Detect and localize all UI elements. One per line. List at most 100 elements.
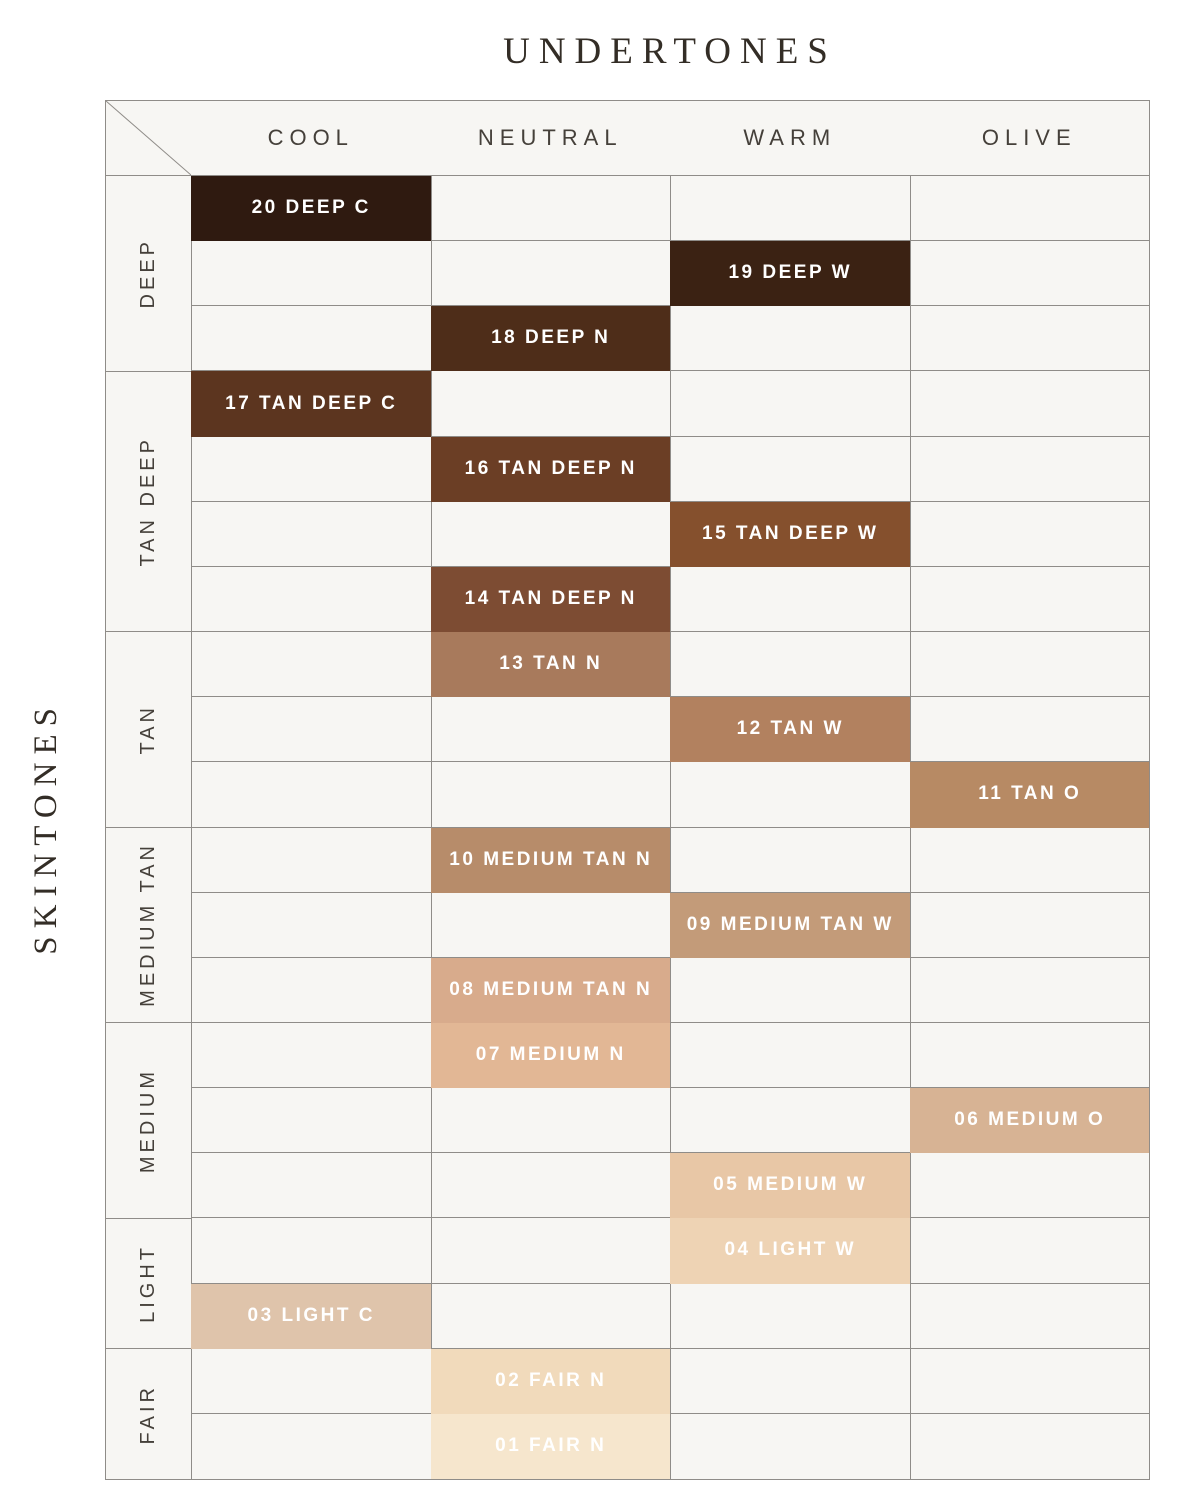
shade-cell: 16 TAN DEEP N (430, 436, 670, 502)
empty-cell (191, 1022, 431, 1089)
empty-cell (670, 436, 910, 502)
shade-label: 13 TAN N (499, 653, 603, 675)
column-headers: COOL NEUTRAL WARM OLIVE (191, 101, 1149, 175)
empty-cell (191, 1348, 431, 1414)
empty-cell (430, 371, 670, 437)
empty-cell (191, 306, 431, 372)
empty-cell (191, 827, 431, 893)
shade-label: 12 TAN W (736, 718, 844, 740)
empty-cell (430, 697, 670, 763)
empty-cell (909, 697, 1149, 763)
empty-cell (670, 827, 910, 893)
shade-cell: 01 FAIR N (430, 1413, 670, 1479)
row-group-label-tan: TAN (106, 632, 191, 828)
empty-cell (909, 1413, 1150, 1479)
empty-cell (909, 306, 1149, 372)
empty-cell (670, 306, 910, 372)
shade-label: 18 DEEP N (491, 327, 611, 349)
empty-cell (670, 632, 910, 698)
row-group-label-medium-tan: MEDIUM TAN (106, 828, 191, 1024)
empty-cell (909, 827, 1149, 893)
header-row: COOL NEUTRAL WARM OLIVE (106, 101, 1149, 176)
shade-label: 19 DEEP W (728, 262, 853, 284)
row-group-text: MEDIUM TAN (137, 842, 159, 1008)
shade-label: 07 MEDIUM N (475, 1044, 626, 1066)
row-group-text: DEEP (137, 238, 159, 309)
shade-cell: 03 LIGHT C (191, 1283, 431, 1349)
empty-cell (191, 501, 431, 567)
column-header-neutral: NEUTRAL (477, 125, 623, 150)
empty-cell (909, 371, 1149, 437)
empty-cell (191, 1218, 431, 1284)
empty-cell (670, 566, 910, 633)
shade-cell: 10 MEDIUM TAN N (430, 827, 670, 893)
empty-cell (670, 762, 910, 828)
empty-cell (191, 892, 431, 958)
empty-cell (430, 1153, 670, 1219)
shade-cell: 08 MEDIUM TAN N (430, 957, 670, 1023)
shade-label: 03 LIGHT C (247, 1304, 375, 1326)
empty-cell (191, 697, 431, 763)
shade-label: 17 TAN DEEP C (225, 392, 398, 414)
empty-cell (430, 501, 670, 567)
shade-label: 06 MEDIUM O (954, 1109, 1106, 1131)
empty-cell (191, 632, 431, 698)
empty-cell (191, 1153, 431, 1219)
undertones-axis-title: UNDERTONES (503, 31, 837, 72)
shade-cell: 09 MEDIUM TAN W (670, 892, 910, 958)
empty-cell (909, 501, 1149, 567)
shade-label: 11 TAN O (978, 783, 1082, 805)
row-group-text: MEDIUM (137, 1067, 159, 1173)
empty-cell (191, 566, 431, 633)
shade-cell: 04 LIGHT W (670, 1218, 910, 1284)
shade-label: 08 MEDIUM TAN N (449, 978, 653, 1000)
empty-cell (191, 1088, 431, 1154)
row-group-labels: DEEP TAN DEEP TAN MEDIUM TAN MEDIUM LIGHT FAIR (106, 176, 191, 1479)
shade-cell: 12 TAN W (670, 697, 910, 763)
shade-cell: 19 DEEP W (670, 241, 910, 307)
empty-cell (909, 632, 1149, 698)
empty-cell (670, 371, 910, 437)
empty-cell (430, 1218, 670, 1284)
column-header-warm: WARM (743, 125, 837, 150)
shade-label: 16 TAN DEEP N (464, 457, 637, 479)
empty-cell (670, 1088, 910, 1154)
empty-cell (909, 241, 1149, 307)
empty-cell (430, 1283, 670, 1349)
shade-label: 20 DEEP C (251, 197, 371, 219)
empty-cell (191, 241, 431, 307)
row-group-label-tan-deep: TAN DEEP (106, 372, 191, 632)
empty-cell (670, 1413, 910, 1479)
empty-cell (191, 436, 431, 502)
row-group-label-fair: FAIR (106, 1349, 191, 1479)
corner-cell (106, 101, 191, 175)
shade-cell: 13 TAN N (430, 632, 670, 698)
shade-label: 14 TAN DEEP N (464, 587, 637, 609)
shade-cell: 15 TAN DEEP W (670, 501, 910, 567)
shade-label: 10 MEDIUM TAN N (449, 848, 653, 870)
empty-cell (430, 241, 670, 307)
empty-cell (430, 1088, 670, 1154)
empty-cell (909, 176, 1149, 242)
empty-cell (670, 1348, 910, 1414)
shade-cell: 20 DEEP C (191, 176, 431, 242)
shade-label: 05 MEDIUM W (713, 1174, 868, 1196)
empty-cell (909, 957, 1149, 1023)
empty-cell (430, 892, 670, 958)
empty-cell (909, 436, 1149, 502)
empty-cell (430, 176, 670, 242)
corner-diagonal-icon (106, 101, 191, 175)
empty-cell (909, 566, 1149, 633)
shade-cell: 07 MEDIUM N (430, 1022, 670, 1089)
skintones-axis-title: SKINTONES (27, 700, 64, 955)
empty-cell (670, 957, 910, 1023)
grid-cells: 20 DEEP C 19 DEEP W 18 DEEP N 17 TAN DEEP C… (191, 176, 1149, 1479)
column-header-cool: COOL (267, 125, 354, 150)
row-group-label-deep: DEEP (106, 176, 191, 372)
empty-cell (909, 1153, 1149, 1219)
shade-cell: 02 FAIR N (430, 1348, 670, 1414)
shade-cell: 14 TAN DEEP N (430, 566, 670, 633)
row-group-label-light: LIGHT (106, 1219, 191, 1350)
row-group-text: FAIR (137, 1383, 159, 1445)
